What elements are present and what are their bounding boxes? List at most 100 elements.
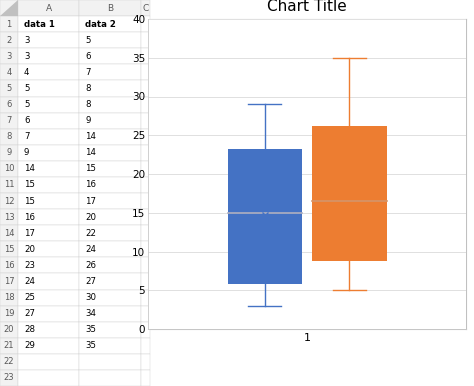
- Text: 16: 16: [85, 181, 96, 190]
- Text: 23: 23: [4, 374, 14, 383]
- FancyBboxPatch shape: [18, 306, 79, 322]
- FancyBboxPatch shape: [141, 96, 150, 113]
- FancyBboxPatch shape: [0, 64, 18, 80]
- FancyBboxPatch shape: [18, 370, 79, 386]
- FancyBboxPatch shape: [79, 306, 141, 322]
- FancyBboxPatch shape: [0, 338, 18, 354]
- FancyBboxPatch shape: [79, 241, 141, 257]
- Text: 15: 15: [85, 164, 96, 173]
- Text: 14: 14: [85, 148, 96, 157]
- FancyBboxPatch shape: [18, 193, 79, 209]
- Text: 11: 11: [4, 181, 14, 190]
- Text: 12: 12: [4, 196, 14, 205]
- Text: B: B: [107, 3, 113, 12]
- FancyBboxPatch shape: [0, 193, 18, 209]
- Bar: [228, 149, 301, 284]
- FancyBboxPatch shape: [0, 370, 18, 386]
- FancyBboxPatch shape: [0, 322, 18, 338]
- Text: 8: 8: [85, 84, 91, 93]
- Text: 15: 15: [24, 196, 35, 205]
- Text: 27: 27: [24, 309, 35, 318]
- FancyBboxPatch shape: [18, 161, 79, 177]
- FancyBboxPatch shape: [79, 225, 141, 241]
- FancyBboxPatch shape: [141, 257, 150, 273]
- FancyBboxPatch shape: [79, 32, 141, 48]
- FancyBboxPatch shape: [141, 370, 150, 386]
- Text: 5: 5: [24, 84, 29, 93]
- Text: 15: 15: [24, 181, 35, 190]
- FancyBboxPatch shape: [79, 193, 141, 209]
- Text: 35: 35: [85, 325, 96, 334]
- FancyBboxPatch shape: [141, 354, 150, 370]
- FancyBboxPatch shape: [141, 273, 150, 290]
- FancyBboxPatch shape: [0, 273, 18, 290]
- FancyBboxPatch shape: [18, 16, 79, 32]
- FancyBboxPatch shape: [0, 241, 18, 257]
- FancyBboxPatch shape: [0, 225, 18, 241]
- Text: 14: 14: [24, 164, 35, 173]
- Text: data 1: data 1: [24, 20, 55, 29]
- FancyBboxPatch shape: [79, 338, 141, 354]
- FancyBboxPatch shape: [18, 273, 79, 290]
- Text: 25: 25: [24, 293, 35, 302]
- Text: 15: 15: [4, 245, 14, 254]
- Text: 17: 17: [4, 277, 14, 286]
- Text: 20: 20: [24, 245, 35, 254]
- FancyBboxPatch shape: [18, 48, 79, 64]
- Text: 22: 22: [85, 229, 96, 238]
- Text: 9: 9: [6, 148, 11, 157]
- FancyBboxPatch shape: [18, 113, 79, 129]
- FancyBboxPatch shape: [141, 177, 150, 193]
- FancyBboxPatch shape: [18, 354, 79, 370]
- FancyBboxPatch shape: [0, 306, 18, 322]
- FancyBboxPatch shape: [18, 129, 79, 145]
- Text: 9: 9: [85, 116, 91, 125]
- Text: 20: 20: [4, 325, 14, 334]
- FancyBboxPatch shape: [0, 32, 18, 48]
- Text: 24: 24: [24, 277, 35, 286]
- FancyBboxPatch shape: [141, 48, 150, 64]
- Text: 10: 10: [4, 164, 14, 173]
- FancyBboxPatch shape: [141, 225, 150, 241]
- Text: 3: 3: [24, 52, 29, 61]
- FancyBboxPatch shape: [79, 257, 141, 273]
- FancyBboxPatch shape: [141, 113, 150, 129]
- FancyBboxPatch shape: [141, 193, 150, 209]
- Text: 35: 35: [85, 341, 96, 350]
- FancyBboxPatch shape: [79, 273, 141, 290]
- FancyBboxPatch shape: [79, 16, 141, 32]
- Polygon shape: [0, 0, 18, 16]
- FancyBboxPatch shape: [79, 129, 141, 145]
- Text: 26: 26: [85, 261, 96, 270]
- Text: 20: 20: [85, 213, 96, 222]
- FancyBboxPatch shape: [79, 209, 141, 225]
- Text: A: A: [46, 3, 52, 12]
- FancyBboxPatch shape: [141, 80, 150, 96]
- Text: 6: 6: [24, 116, 29, 125]
- FancyBboxPatch shape: [18, 96, 79, 113]
- FancyBboxPatch shape: [141, 338, 150, 354]
- FancyBboxPatch shape: [18, 64, 79, 80]
- FancyBboxPatch shape: [18, 177, 79, 193]
- Text: 27: 27: [85, 277, 96, 286]
- Text: 8: 8: [6, 132, 12, 141]
- FancyBboxPatch shape: [79, 370, 141, 386]
- Text: 18: 18: [4, 293, 14, 302]
- Text: 6: 6: [85, 52, 91, 61]
- Text: 7: 7: [24, 132, 29, 141]
- FancyBboxPatch shape: [79, 48, 141, 64]
- FancyBboxPatch shape: [0, 161, 18, 177]
- FancyBboxPatch shape: [0, 129, 18, 145]
- Text: data 2: data 2: [85, 20, 116, 29]
- Text: 19: 19: [4, 309, 14, 318]
- Text: 16: 16: [4, 261, 14, 270]
- Text: 28: 28: [24, 325, 35, 334]
- FancyBboxPatch shape: [0, 290, 18, 306]
- FancyBboxPatch shape: [0, 145, 18, 161]
- FancyBboxPatch shape: [79, 354, 141, 370]
- Text: 29: 29: [24, 341, 35, 350]
- FancyBboxPatch shape: [18, 338, 79, 354]
- FancyBboxPatch shape: [79, 161, 141, 177]
- Text: 17: 17: [24, 229, 35, 238]
- FancyBboxPatch shape: [0, 209, 18, 225]
